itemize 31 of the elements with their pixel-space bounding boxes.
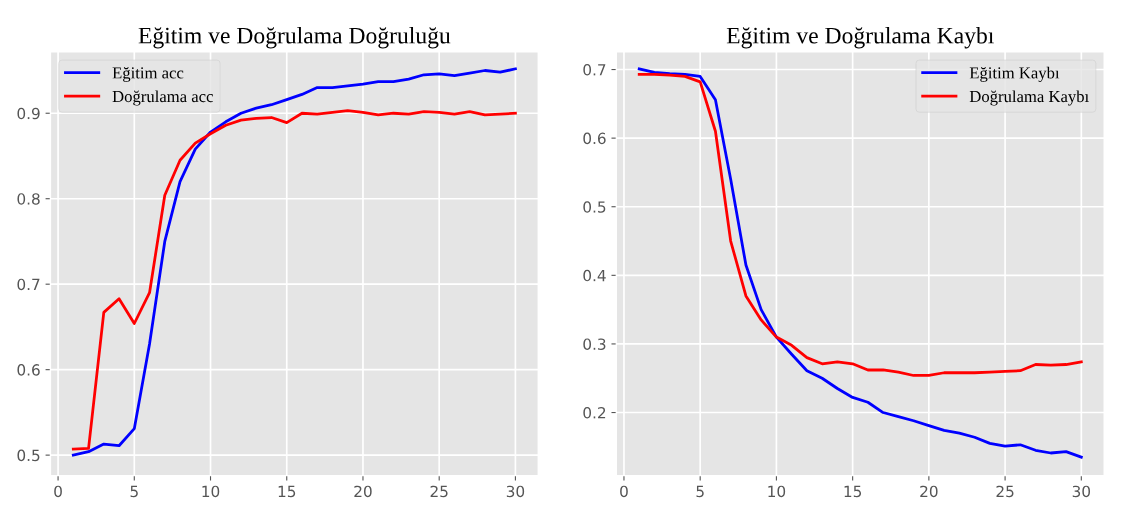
y-tick-label: 0.6 xyxy=(17,364,40,376)
chart-title: Eğitim ve Doğrulama Kaybı xyxy=(726,26,994,49)
y-tick-label: 0.7 xyxy=(17,278,40,291)
x-tick-label: 25 xyxy=(430,485,448,498)
legend-label: Eğitim acc xyxy=(112,66,184,82)
x-tick-label: 15 xyxy=(844,485,862,498)
y-tick-label: 0.4 xyxy=(583,269,606,282)
x-tick-label: 5 xyxy=(696,485,704,498)
x-tick-label: 20 xyxy=(920,485,938,498)
y-tick-label: 0.9 xyxy=(17,107,40,120)
x-tick-label: 15 xyxy=(278,485,296,498)
x-tick-label: 10 xyxy=(768,485,786,498)
y-tick-label: 0.5 xyxy=(583,201,606,213)
y-tick-label: 0.2 xyxy=(583,406,606,419)
x-tick-label: 25 xyxy=(996,485,1014,498)
legend-label: Doğrulama acc xyxy=(112,90,213,106)
legend-label: Doğrulama Kaybı xyxy=(969,90,1089,106)
x-tick-label: 30 xyxy=(1072,485,1091,498)
x-tick-label: 0 xyxy=(620,485,628,498)
y-tick-label: 0.3 xyxy=(583,338,606,350)
y-tick-label: 0.7 xyxy=(583,64,606,76)
chart-title: Eğitim ve Doğrulama Doğruluğu xyxy=(138,26,451,49)
y-tick-label: 0.6 xyxy=(583,132,606,145)
x-tick-label: 5 xyxy=(130,485,138,498)
x-tick-label: 0 xyxy=(54,485,62,498)
x-tick-label: 20 xyxy=(354,485,372,498)
y-tick-label: 0.5 xyxy=(17,449,40,462)
x-tick-label: 10 xyxy=(202,485,220,498)
legend-label: Eğitim Kaybı xyxy=(969,66,1060,82)
y-tick-label: 0.8 xyxy=(17,193,40,205)
x-tick-label: 30 xyxy=(506,485,525,498)
